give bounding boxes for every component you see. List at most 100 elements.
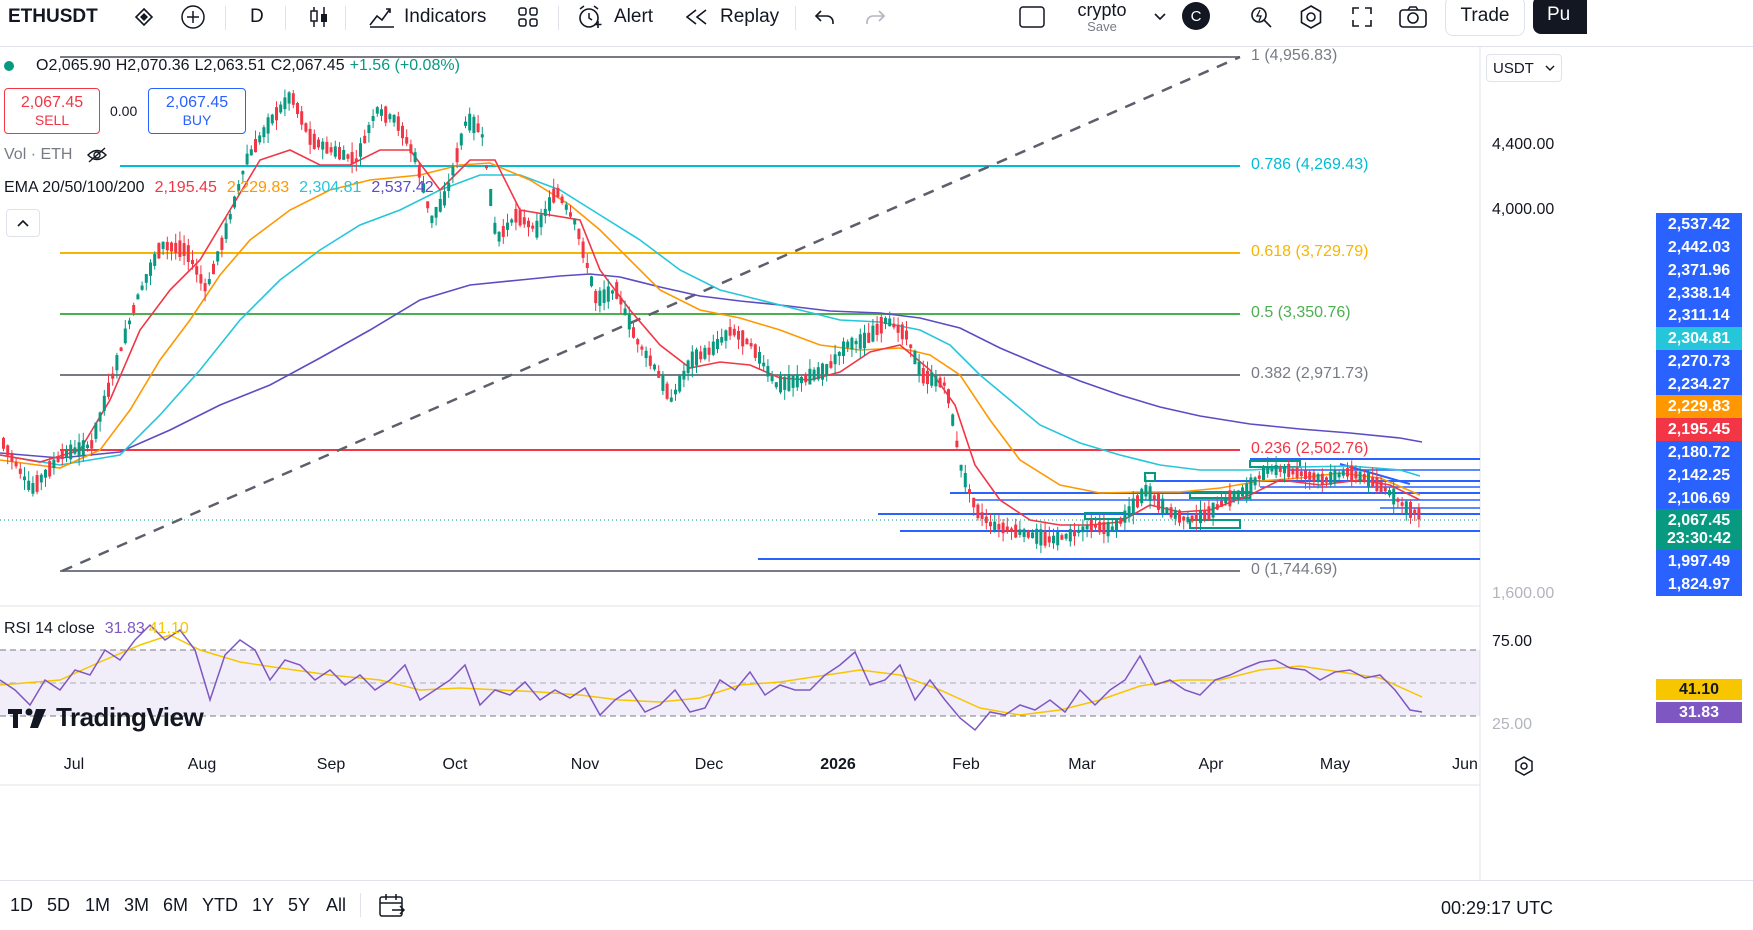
- candle-body: [199, 274, 203, 284]
- candle-body: [548, 197, 551, 211]
- layout-name-button[interactable]: crypto Save: [1064, 0, 1140, 36]
- time-axis-label: Aug: [187, 756, 217, 773]
- candle-body: [1228, 490, 1232, 507]
- range-button-1d[interactable]: 1D: [10, 895, 34, 915]
- candle-body: [825, 364, 829, 376]
- volume-legend[interactable]: Vol · ETH: [4, 146, 108, 164]
- candle-body: [174, 242, 178, 253]
- candle-body: [1299, 471, 1303, 477]
- date-range-icon[interactable]: [378, 893, 406, 924]
- candle-body: [623, 308, 627, 315]
- candle-body: [384, 106, 388, 123]
- eye-hidden-icon[interactable]: [86, 146, 108, 164]
- symbol-search[interactable]: ETHUSDT: [8, 0, 98, 34]
- interval-button[interactable]: D: [250, 0, 264, 34]
- collapse-legend-button[interactable]: [6, 209, 40, 237]
- candle-body: [1236, 490, 1240, 498]
- range-button-1y[interactable]: 1Y: [252, 895, 275, 915]
- candle-body: [1073, 530, 1076, 537]
- avatar[interactable]: C: [1182, 2, 1210, 30]
- alert-button[interactable]: Alert: [576, 0, 653, 34]
- price-tag: 2,067.45: [1656, 509, 1742, 532]
- candle-body: [1186, 517, 1190, 523]
- candle-body: [1022, 529, 1026, 538]
- range-button-6m[interactable]: 6M: [163, 895, 189, 915]
- chevron-down-icon[interactable]: [1153, 0, 1167, 34]
- fib-trend-line[interactable]: [61, 55, 1241, 573]
- price-tag: 2,311.14: [1656, 304, 1742, 327]
- ema50-value: 2,229.83: [226, 179, 290, 196]
- sell-button[interactable]: 2,067.45 SELL: [4, 88, 100, 134]
- tradingview-logo[interactable]: [8, 708, 46, 729]
- indicators-icon: [369, 8, 394, 28]
- price-chart[interactable]: [0, 46, 1753, 880]
- candle-body: [77, 442, 81, 456]
- undo-icon[interactable]: [814, 0, 836, 34]
- candle-body: [1249, 477, 1253, 494]
- candle-body: [711, 341, 715, 355]
- time-axis-label: Sep: [316, 756, 346, 773]
- replay-button[interactable]: Replay: [684, 0, 779, 34]
- compare-symbol-icon[interactable]: [180, 0, 206, 34]
- candle-body: [119, 347, 123, 352]
- indicators-button[interactable]: Indicators: [368, 0, 486, 34]
- layout-select-icon[interactable]: [1018, 0, 1046, 34]
- fullscreen-icon[interactable]: [1350, 0, 1374, 34]
- candle-body: [934, 375, 938, 387]
- favorite-icon[interactable]: [133, 0, 155, 34]
- ema-legend[interactable]: EMA 20/50/100/200 2,195.45 2,229.83 2,30…: [4, 179, 434, 197]
- range-button-ytd[interactable]: YTD: [202, 895, 238, 915]
- candle-body: [1253, 477, 1257, 486]
- price-axis-label: 4,400.00: [1492, 136, 1555, 153]
- candle-body: [741, 330, 745, 347]
- candle-body: [968, 489, 971, 494]
- publish-button[interactable]: Pu: [1533, 0, 1587, 34]
- candle-body: [1400, 502, 1404, 506]
- range-button-all[interactable]: All: [326, 895, 347, 915]
- chart-settings-icon[interactable]: [1512, 754, 1536, 783]
- range-button-3m[interactable]: 3M: [124, 895, 150, 915]
- utc-clock[interactable]: 00:29:17 UTC: [1441, 898, 1554, 918]
- ema-label: EMA 20/50/100/200: [4, 179, 145, 196]
- candle-body: [396, 116, 400, 131]
- quick-search-icon[interactable]: [1248, 0, 1274, 34]
- fibonacci-retracement[interactable]: [60, 56, 1240, 572]
- candles-chart-type-icon[interactable]: [308, 0, 330, 34]
- candle-body: [283, 97, 287, 110]
- buy-button[interactable]: 2,067.45 BUY: [148, 88, 246, 134]
- currency-select[interactable]: USDT: [1486, 54, 1562, 82]
- candle-body: [1005, 526, 1009, 532]
- range-button-5d[interactable]: 5D: [47, 895, 71, 915]
- candle-body: [577, 228, 581, 240]
- candle-body: [245, 153, 249, 165]
- price-tag: 2,180.72: [1656, 441, 1742, 464]
- candle-body: [686, 360, 690, 374]
- range-button-1m[interactable]: 1M: [85, 895, 111, 915]
- candle-body: [359, 143, 362, 157]
- fib-level-label: 0.5 (3,350.76): [1251, 304, 1351, 321]
- volume-label: Vol · ETH: [4, 146, 73, 163]
- candle-body: [304, 123, 308, 132]
- layout-name: crypto: [1077, 0, 1127, 20]
- publish-label: Pu: [1547, 4, 1571, 25]
- rsi-line: [0, 623, 1423, 732]
- redo-icon[interactable]: [864, 0, 886, 34]
- range-button-5y[interactable]: 5Y: [288, 895, 311, 915]
- candle-body: [833, 354, 837, 365]
- camera-icon[interactable]: [1398, 0, 1428, 34]
- candle-body: [296, 103, 299, 114]
- gear-icon[interactable]: [1298, 0, 1324, 34]
- templates-icon[interactable]: [516, 0, 540, 34]
- candle-body: [552, 188, 556, 203]
- price-tag: 2,195.45: [1656, 418, 1742, 441]
- rsi-legend[interactable]: RSI 14 close 31.83 41.10: [4, 620, 189, 638]
- candle-body: [1224, 498, 1228, 504]
- trade-button[interactable]: Trade: [1445, 0, 1525, 36]
- candle-body: [157, 243, 161, 259]
- price-axis-label: 4,000.00: [1492, 201, 1555, 218]
- candle-body: [392, 115, 396, 123]
- candle-body: [619, 297, 623, 305]
- candle-body: [863, 332, 866, 349]
- candle-body: [258, 135, 262, 143]
- horizontal-rays[interactable]: [758, 458, 1480, 560]
